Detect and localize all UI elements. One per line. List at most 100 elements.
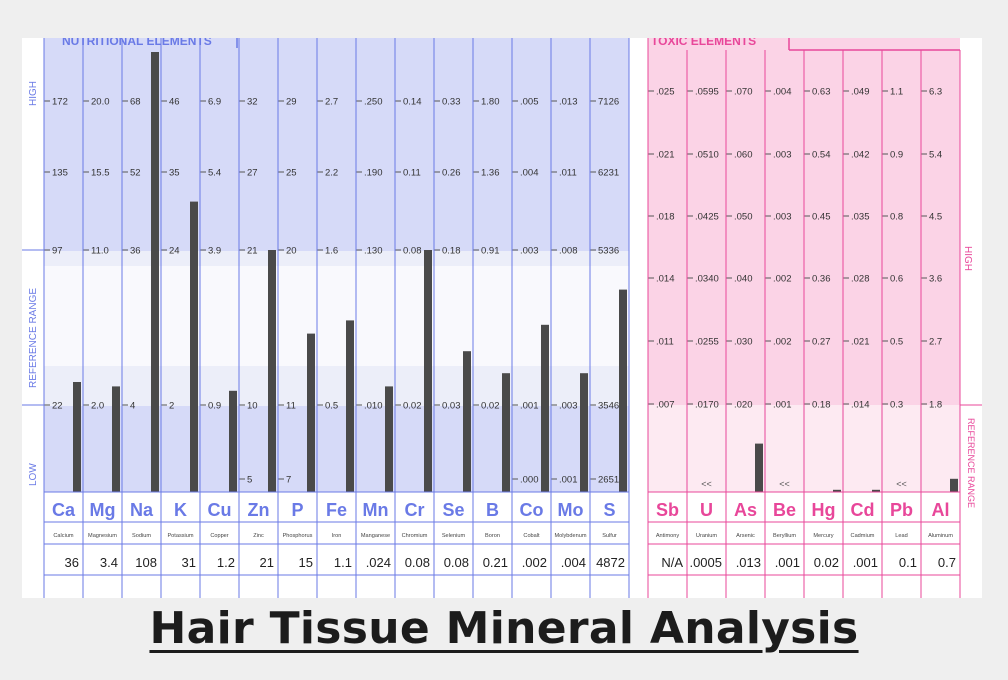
scale-tick-label: 46 — [169, 97, 180, 108]
scale-tick-label: .001 — [773, 400, 792, 411]
scale-tick-label: 1.6 — [325, 246, 338, 257]
scale-tick-label: .0255 — [695, 337, 719, 348]
scale-tick-label: .035 — [851, 212, 870, 223]
scale-tick-label: .0170 — [695, 400, 719, 411]
nutritional-low-label: LOW — [28, 463, 39, 486]
scale-tick-label: 0.5 — [325, 401, 338, 412]
scale-tick-label: .040 — [734, 274, 753, 285]
bar-s — [619, 289, 627, 492]
scale-tick-label: 36 — [130, 246, 141, 257]
scale-tick-label: .001 — [520, 401, 539, 412]
scale-tick-label: 0.6 — [890, 274, 903, 285]
element-name-al: Aluminum — [928, 533, 953, 539]
element-value-u: .0005 — [689, 555, 722, 570]
bar-as — [755, 443, 763, 492]
element-value-mo: .004 — [561, 555, 586, 570]
element-value-mg: 3.4 — [100, 555, 118, 570]
element-symbol-p: P — [291, 500, 303, 520]
scale-tick-label: 24 — [169, 246, 180, 257]
element-name-b: Boron — [485, 533, 500, 539]
element-value-sb: N/A — [661, 555, 683, 570]
nutritional-high-label: HIGH — [28, 81, 39, 106]
scale-tick-label: .0340 — [695, 274, 719, 285]
element-name-mn: Manganese — [361, 533, 390, 539]
scale-tick-label: 2.7 — [929, 337, 942, 348]
bar-cd — [872, 489, 880, 492]
scale-tick-label: 2.7 — [325, 97, 338, 108]
bar-se — [463, 351, 471, 492]
page-title: Hair Tissue Mineral Analysis — [149, 603, 859, 654]
scale-tick-label: .030 — [734, 337, 753, 348]
element-symbol-cu: Cu — [208, 500, 232, 520]
scale-tick-label: .250 — [364, 97, 383, 108]
scale-tick-label: .014 — [656, 274, 675, 285]
scale-tick-label: 0.14 — [403, 97, 422, 108]
scale-tick-label: .014 — [851, 400, 870, 411]
scale-tick-label: 0.5 — [890, 337, 903, 348]
scale-tick-label: .002 — [773, 274, 792, 285]
scale-tick-label: .007 — [656, 400, 675, 411]
bar-co — [541, 324, 549, 492]
bar-cr — [424, 250, 432, 492]
scale-tick-label: .004 — [773, 87, 792, 98]
scale-tick-label: 0.02 — [481, 401, 500, 412]
element-symbol-as: As — [734, 500, 757, 520]
scale-tick-label: 0.3 — [890, 400, 903, 411]
element-value-na: 108 — [135, 555, 157, 570]
scale-tick-label: 5.4 — [208, 168, 221, 179]
element-symbol-se: Se — [442, 500, 464, 520]
scale-tick-label: 1.36 — [481, 168, 500, 179]
element-value-k: 31 — [182, 555, 196, 570]
element-value-cu: 1.2 — [217, 555, 235, 570]
toxic-high-label: HIGH — [962, 246, 973, 271]
scale-tick-label: 52 — [130, 168, 141, 179]
element-symbol-al: Al — [932, 500, 950, 520]
element-symbol-co: Co — [520, 500, 544, 520]
scale-tick-label: .070 — [734, 87, 753, 98]
bar-al — [950, 478, 958, 492]
bar-b — [502, 373, 510, 492]
element-symbol-k: K — [174, 500, 187, 520]
scale-tick-label: 0.8 — [890, 212, 903, 223]
scale-tick-label: .003 — [773, 212, 792, 223]
element-symbol-fe: Fe — [326, 500, 347, 520]
scale-tick-label: 135 — [52, 168, 68, 179]
scale-tick-label: .0510 — [695, 150, 719, 161]
element-symbol-b: B — [486, 500, 499, 520]
scale-tick-label: .003 — [520, 246, 539, 257]
scale-tick-label: 20 — [286, 246, 297, 257]
scale-tick-label: 0.63 — [812, 87, 831, 98]
element-value-as: .013 — [736, 555, 761, 570]
scale-tick-label: 97 — [52, 246, 63, 257]
element-name-zn: Zinc — [253, 533, 264, 539]
scale-tick-label: 5 — [247, 475, 252, 486]
scale-tick-label: 0.03 — [442, 401, 461, 412]
element-symbol-mn: Mn — [363, 500, 389, 520]
scale-tick-label: 0.9 — [890, 150, 903, 161]
element-value-p: 15 — [299, 555, 313, 570]
toxic-reference-label: REFERENCE RANGE — [966, 418, 976, 508]
nutritional-header: NUTRITIONAL ELEMENTS — [62, 38, 212, 48]
scale-tick-label: .130 — [364, 246, 383, 257]
below-range-marker: << — [896, 479, 907, 489]
element-name-k: Potassium — [167, 533, 193, 539]
element-symbol-mg: Mg — [90, 500, 116, 520]
element-symbol-ca: Ca — [52, 500, 76, 520]
scale-tick-label: 3.9 — [208, 246, 221, 257]
scale-tick-label: .001 — [559, 475, 578, 486]
nutritional-reference-band — [44, 266, 629, 366]
element-value-co: .002 — [522, 555, 547, 570]
element-symbol-na: Na — [130, 500, 154, 520]
scale-tick-label: 3546 — [598, 401, 619, 412]
bar-fe — [346, 320, 354, 492]
scale-tick-label: 0.27 — [812, 337, 831, 348]
bar-k — [190, 201, 198, 492]
bar-cu — [229, 390, 237, 492]
element-symbol-cd: Cd — [851, 500, 875, 520]
hair-analysis-chart-sheet: NUTRITIONAL ELEMENTS HIGH REFERENCE RANGE L… — [22, 38, 982, 598]
element-value-se: 0.08 — [444, 555, 469, 570]
scale-tick-label: 0.11 — [403, 168, 421, 179]
element-symbol-s: S — [603, 500, 615, 520]
element-value-b: 0.21 — [483, 555, 508, 570]
element-value-mn: .024 — [366, 555, 391, 570]
